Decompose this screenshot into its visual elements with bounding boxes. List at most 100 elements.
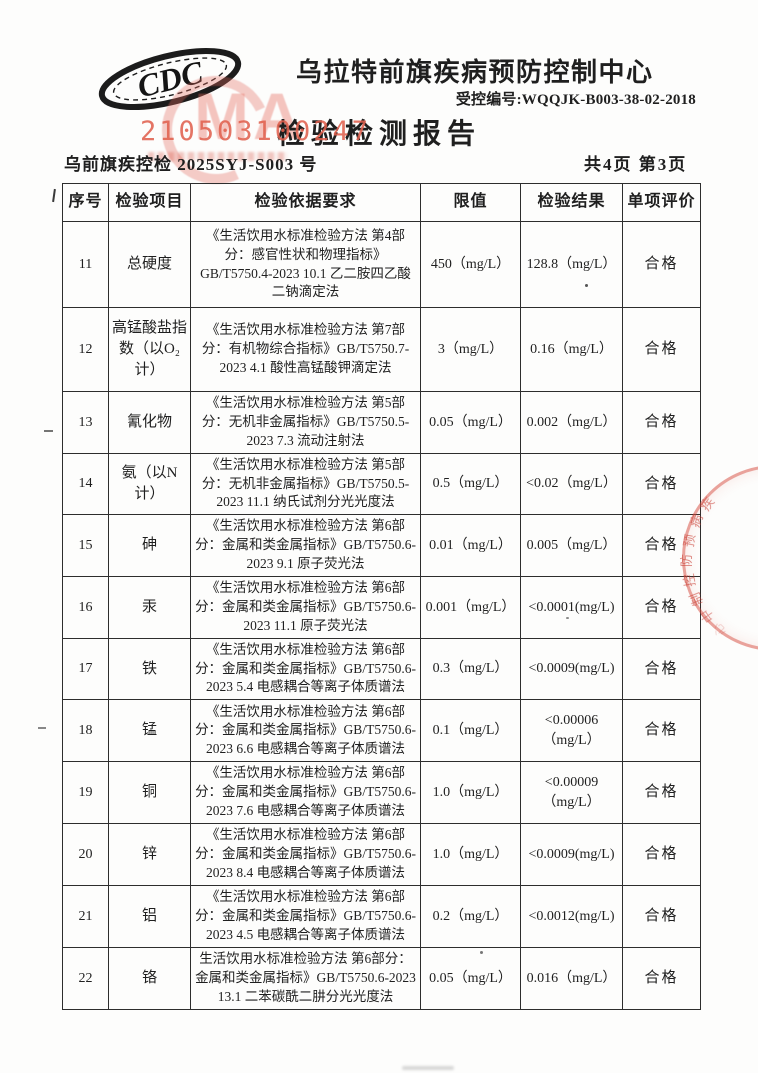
- cell-test-item: 铁: [108, 637, 191, 701]
- cell-test-basis: 《生活饮用水标准检验方法 第5部分：无机非金属指标》GB/T5750.5-202…: [190, 452, 421, 516]
- cell-evaluation: 合格: [622, 761, 701, 825]
- cell-limit-value: 0.05（mg/L）: [420, 947, 521, 1010]
- cell-test-item: 汞: [108, 576, 191, 639]
- cell-test-basis: 《生活饮用水标准检验方法 第6部分：金属和类金属指标》GB/T5750.6-20…: [190, 885, 421, 949]
- table-row: 21 铝 《生活饮用水标准检验方法 第6部分：金属和类金属指标》GB/T5750…: [62, 885, 701, 949]
- document-number: 乌前旗疾控检 2025SYJ-S003 号: [64, 155, 318, 174]
- table-row: 15 砷 《生活饮用水标准检验方法 第6部分：金属和类金属指标》GB/T5750…: [62, 514, 701, 578]
- table-row: 18 锰 《生活饮用水标准检验方法 第6部分：金属和类金属指标》GB/T5750…: [62, 699, 701, 763]
- scan-tick-mark: [38, 727, 46, 729]
- cell-evaluation: 合格: [622, 391, 701, 454]
- cell-limit-value: 450（mg/L）: [420, 221, 521, 308]
- cell-test-result: 128.8（mg/L）: [520, 221, 623, 308]
- cdc-logo: CDC: [92, 46, 248, 112]
- cell-test-result: <0.0012(mg/L): [520, 885, 623, 949]
- cell-test-basis: 《生活饮用水标准检验方法 第6部分：金属和类金属指标》GB/T5750.6-20…: [190, 637, 421, 701]
- red-serial-number: 210503100247: [140, 116, 372, 147]
- cell-test-basis: 《生活饮用水标准检验方法 第6部分：金属和类金属指标》GB/T5750.6-20…: [190, 514, 421, 578]
- cell-test-item: 锌: [108, 823, 191, 887]
- table-row: 13 氰化物 《生活饮用水标准检验方法 第5部分：无机非金属指标》GB/T575…: [62, 391, 701, 454]
- cell-test-basis: 《生活饮用水标准检验方法 第5部分：无机非金属指标》GB/T5750.5-202…: [190, 391, 421, 454]
- cell-serial-no: 15: [62, 514, 109, 578]
- table-row: 22 铬 生活饮用水标准检验方法 第6部分：金属和类金属指标》GB/T5750.…: [62, 947, 701, 1010]
- cell-serial-no: 12: [62, 307, 109, 392]
- cell-evaluation: 合格: [622, 576, 701, 639]
- cell-limit-value: 0.001（mg/L）: [420, 576, 521, 639]
- cell-evaluation: 合格: [622, 885, 701, 949]
- cell-limit-value: 1.0（mg/L）: [420, 823, 521, 887]
- cell-limit-value: 0.05（mg/L）: [420, 391, 521, 454]
- cell-evaluation: 合格: [622, 637, 701, 701]
- scan-tick-mark: [52, 188, 56, 203]
- col-header-limit: 限值: [420, 183, 521, 222]
- col-header-result: 检验结果: [520, 183, 623, 222]
- cell-test-basis: 《生活饮用水标准检验方法 第6部分：金属和类金属指标》GB/T5750.6-20…: [190, 761, 421, 825]
- cell-limit-value: 0.2（mg/L）: [420, 885, 521, 949]
- page-indicator: 共4页 第3页: [584, 155, 688, 174]
- col-header-item: 检验项目: [108, 183, 191, 222]
- scan-dot-artifact: [480, 951, 483, 954]
- col-header-basis: 检验依据要求: [190, 183, 421, 222]
- cell-test-result: <0.00009（mg/L）: [520, 761, 623, 825]
- cell-limit-value: 0.3（mg/L）: [420, 637, 521, 701]
- table-row: 12 高锰酸盐指数（以O₂计） 《生活饮用水标准检验方法 第7部分：有机物综合指…: [62, 307, 701, 392]
- table-row: 17 铁 《生活饮用水标准检验方法 第6部分：金属和类金属指标》GB/T5750…: [62, 637, 701, 701]
- faint-red-stamp-text: [148, 152, 288, 161]
- table-row: 14 氨（以N计） 《生活饮用水标准检验方法 第5部分：无机非金属指标》GB/T…: [62, 452, 701, 516]
- cell-test-item: 高锰酸盐指数（以O₂计）: [108, 307, 191, 392]
- cell-evaluation: 合格: [622, 823, 701, 887]
- cell-test-result: 0.005（mg/L）: [520, 514, 623, 578]
- cell-evaluation: 合格: [622, 307, 701, 392]
- cell-limit-value: 3（mg/L）: [420, 307, 521, 392]
- cell-test-item: 砷: [108, 514, 191, 578]
- table-row: 19 铜 《生活饮用水标准检验方法 第6部分：金属和类金属指标》GB/T5750…: [62, 761, 701, 825]
- table-header-row: 序号 检验项目 检验依据要求 限值 检验结果 单项评价: [62, 183, 701, 222]
- cell-serial-no: 18: [62, 699, 109, 763]
- cell-serial-no: 21: [62, 885, 109, 949]
- footer-faint-smudge: [402, 1066, 454, 1070]
- table-row: 20 锌 《生活饮用水标准检验方法 第6部分：金属和类金属指标》GB/T5750…: [62, 823, 701, 887]
- cell-evaluation: 合格: [622, 947, 701, 1010]
- cell-serial-no: 19: [62, 761, 109, 825]
- cell-test-item: 氨（以N计）: [108, 452, 191, 516]
- col-header-no: 序号: [62, 183, 109, 222]
- cell-test-item: 总硬度: [108, 221, 191, 308]
- cell-limit-value: 0.1（mg/L）: [420, 699, 521, 763]
- cell-test-basis: 《生活饮用水标准检验方法 第6部分：金属和类金属指标》GB/T5750.6-20…: [190, 699, 421, 763]
- test-results-table: 序号 检验项目 检验依据要求 限值 检验结果 单项评价 11 总硬度 《生活饮用…: [62, 183, 701, 1010]
- scan-tick-mark: [44, 430, 53, 432]
- cell-test-result: <0.0009(mg/L): [520, 823, 623, 887]
- cell-test-result: 0.002（mg/L）: [520, 391, 623, 454]
- cell-serial-no: 14: [62, 452, 109, 516]
- cell-test-item: 铜: [108, 761, 191, 825]
- cell-test-result: <0.02（mg/L）: [520, 452, 623, 516]
- cell-test-item: 氰化物: [108, 391, 191, 454]
- cell-serial-no: 13: [62, 391, 109, 454]
- table-header: 序号 检验项目 检验依据要求 限值 检验结果 单项评价: [62, 183, 701, 222]
- cell-test-item: 锰: [108, 699, 191, 763]
- cell-test-result: <0.00006（mg/L）: [520, 699, 623, 763]
- control-number: 受控编号:WQQJK-B003-38-02-2018: [455, 92, 696, 108]
- table-row: 16 汞 《生活饮用水标准检验方法 第6部分：金属和类金属指标》GB/T5750…: [62, 576, 701, 639]
- scan-dot-artifact: [585, 284, 588, 287]
- col-header-evaluation: 单项评价: [622, 183, 701, 222]
- cell-test-result: <0.0001(mg/L): [520, 576, 623, 639]
- cell-serial-no: 16: [62, 576, 109, 639]
- cell-test-result: <0.0009(mg/L): [520, 637, 623, 701]
- cell-test-basis: 生活饮用水标准检验方法 第6部分：金属和类金属指标》GB/T5750.6-202…: [190, 947, 421, 1010]
- seal-char: 心: [709, 619, 730, 640]
- cell-serial-no: 20: [62, 823, 109, 887]
- cell-serial-no: 11: [62, 221, 109, 308]
- cell-test-item: 铝: [108, 885, 191, 949]
- table-row: 11 总硬度 《生活饮用水标准检验方法 第4部分：感官性状和物理指标》GB/T5…: [62, 221, 701, 308]
- cell-test-basis: 《生活饮用水标准检验方法 第6部分：金属和类金属指标》GB/T5750.6-20…: [190, 823, 421, 887]
- cell-evaluation: 合格: [622, 699, 701, 763]
- cell-serial-no: 22: [62, 947, 109, 1010]
- scan-dot-artifact: [566, 617, 569, 619]
- cell-limit-value: 0.01（mg/L）: [420, 514, 521, 578]
- cell-evaluation: 合格: [622, 514, 701, 578]
- cdc-logo-oval: CDC: [98, 47, 242, 111]
- cell-test-result: 0.16（mg/L）: [520, 307, 623, 392]
- cell-evaluation: 合格: [622, 221, 701, 308]
